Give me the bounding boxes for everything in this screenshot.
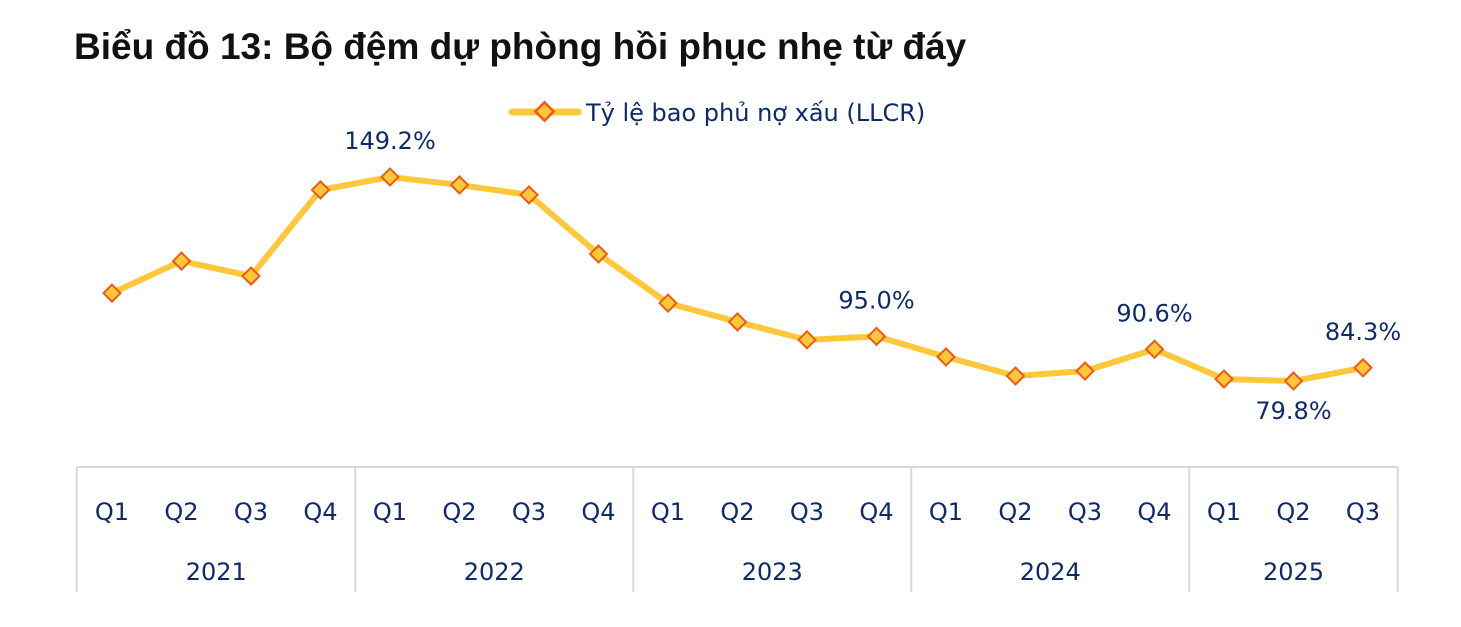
x-tick-label: Q4 bbox=[859, 498, 893, 526]
x-group-label: 2025 bbox=[1263, 558, 1324, 586]
x-group-label: 2024 bbox=[1020, 558, 1081, 586]
data-point-marker bbox=[1214, 369, 1234, 389]
chart-title: Biểu đồ 13: Bộ đệm dự phòng hồi phục nhẹ… bbox=[74, 26, 967, 67]
x-tick-label: Q3 bbox=[512, 498, 546, 526]
x-tick-label: Q3 bbox=[1346, 498, 1380, 526]
x-tick-label: Q1 bbox=[1207, 498, 1241, 526]
data-point-marker bbox=[797, 329, 817, 350]
data-point-marker bbox=[449, 175, 470, 195]
legend-marker-icon bbox=[533, 100, 556, 123]
data-point-marker bbox=[727, 312, 748, 332]
x-tick-label: Q2 bbox=[720, 498, 754, 526]
x-tick-label: Q1 bbox=[651, 498, 685, 526]
x-tick-label: Q1 bbox=[373, 498, 407, 526]
data-point-marker bbox=[1283, 371, 1304, 391]
data-point-marker bbox=[866, 326, 887, 347]
data-label: 79.8% bbox=[1255, 397, 1331, 425]
data-point-marker bbox=[1005, 366, 1026, 386]
data-label: 84.3% bbox=[1325, 318, 1401, 346]
data-label: 90.6% bbox=[1116, 299, 1192, 327]
x-group-label: 2021 bbox=[186, 558, 247, 586]
x-tick-label: Q4 bbox=[303, 498, 337, 526]
x-tick-label: Q1 bbox=[95, 498, 129, 526]
data-point-marker bbox=[310, 180, 331, 200]
data-label: 95.0% bbox=[838, 286, 914, 314]
data-point-marker bbox=[241, 266, 261, 286]
data-point-marker bbox=[1075, 361, 1095, 381]
x-group-label: 2022 bbox=[464, 558, 525, 586]
data-point-marker bbox=[1144, 339, 1165, 360]
legend-label: Tỷ lệ bao phủ nợ xấu (LLCR) bbox=[585, 99, 925, 127]
x-tick-label: Q2 bbox=[442, 498, 476, 526]
data-point-marker bbox=[1353, 357, 1373, 378]
x-tick-label: Q2 bbox=[998, 498, 1032, 526]
x-tick-label: Q1 bbox=[929, 498, 963, 526]
data-point-marker bbox=[658, 293, 678, 314]
x-tick-label: Q2 bbox=[1276, 498, 1310, 526]
data-label: 149.2% bbox=[344, 127, 436, 155]
data-point-marker bbox=[102, 283, 122, 304]
x-tick-label: Q4 bbox=[581, 498, 615, 526]
series-line bbox=[110, 174, 1364, 385]
data-point-marker bbox=[588, 244, 609, 264]
x-tick-label: Q4 bbox=[1137, 498, 1171, 526]
x-tick-label: Q2 bbox=[164, 498, 198, 526]
data-point-marker bbox=[171, 251, 192, 271]
x-tick-label: Q3 bbox=[234, 498, 268, 526]
x-group-label: 2023 bbox=[742, 558, 803, 586]
x-tick-label: Q3 bbox=[790, 498, 824, 526]
data-point-marker bbox=[936, 347, 956, 367]
data-point-marker bbox=[380, 167, 400, 187]
x-tick-label: Q3 bbox=[1068, 498, 1102, 526]
data-point-marker bbox=[519, 185, 539, 205]
